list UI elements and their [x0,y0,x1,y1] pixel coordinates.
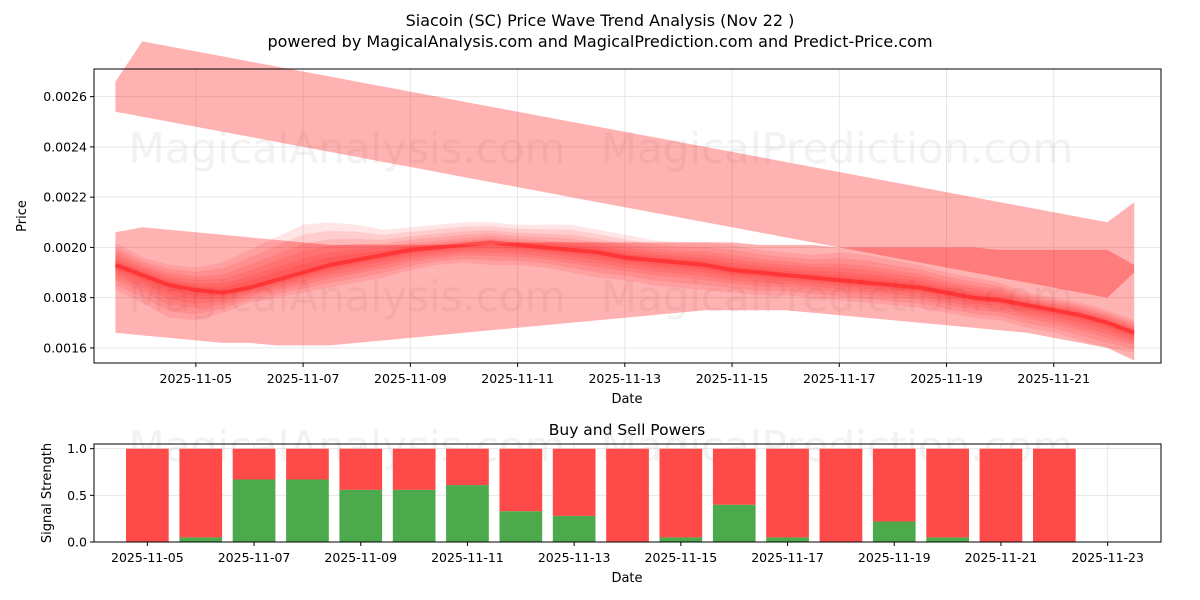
price-y-tick-label: 0.0020 [43,240,87,255]
price-x-axis: 2025-11-05 2025-11-07 2025-11-09 2025-11-11… [160,363,1090,386]
price-x-tick-label: 2025-11-13 [588,371,661,386]
price-grid [94,69,1161,363]
price-y-tick-label: 0.0022 [43,190,87,205]
signal-x-tick-label: 2025-11-05 [111,550,184,565]
sell-bar [712,448,756,505]
price-series [114,41,1135,361]
signal-chart-title: Buy and Sell Powers [549,421,706,439]
buy-bar [179,537,223,542]
price-x-tick-label: 2025-11-05 [160,371,233,386]
price-y-tick-label: 0.0016 [43,340,87,355]
price-wave-band [115,236,1135,339]
sell-bar [926,448,969,538]
buy-bar [926,537,969,542]
signal-y-tick-label: 1.0 [67,441,87,456]
sell-bar [979,448,1023,542]
sell-bar [179,448,223,538]
sell-bar [766,448,809,538]
buy-bar [872,521,916,542]
price-x-tick-label: 2025-11-21 [1017,371,1090,386]
sell-bar [232,448,276,480]
buy-bar [712,504,756,542]
sell-bar [552,448,596,516]
signal-y-axis: 0.0 0.5 1.0 [67,441,94,550]
buy-bar [232,479,276,542]
signal-plot: Buy and Sell Powers MagicalAnalysis.com … [40,421,1162,586]
price-x-tick-label: 2025-11-07 [267,371,340,386]
signal-y-tick-label: 0.0 [67,535,87,550]
price-plot: MagicalAnalysis.com MagicalPrediction.co… [15,41,1162,407]
signal-y-tick-label: 0.5 [67,488,87,503]
watermark-text: MagicalAnalysis.com [129,272,566,321]
price-y-tick-label: 0.0018 [43,290,87,305]
watermark-text: MagicalPrediction.com [601,124,1074,173]
signal-x-tick-label: 2025-11-07 [218,550,291,565]
signal-x-axis: 2025-11-05 2025-11-07 2025-11-09 2025-11-11… [111,542,1144,565]
sell-bar [1033,448,1076,542]
buy-bar [766,537,809,542]
price-wave-mean-line [114,240,1135,335]
watermark-text: MagicalAnalysis.com [129,124,566,173]
signal-plot-frame [93,443,1162,543]
price-y-axis: 0.0016 0.0018 0.0020 0.0022 0.0024 0.0026 [43,89,94,355]
signal-x-tick-label: 2025-11-13 [538,550,611,565]
price-trend-band [115,41,1135,298]
buy-bar [286,479,329,542]
buy-bar [659,537,703,542]
price-channel-band [115,227,1135,361]
buy-bar [392,489,436,542]
sell-bar [286,448,329,480]
price-wave-band [115,230,1135,345]
sell-bar [499,448,543,512]
buy-bar [446,485,489,542]
price-wave-band [115,226,1135,349]
sell-bar [339,448,383,490]
price-x-axis-label: Date [611,392,642,407]
price-x-tick-label: 2025-11-15 [696,371,769,386]
chart-title: Siacoin (SC) Price Wave Trend Analysis (… [406,11,795,30]
buy-bar [339,489,383,542]
buy-bar [552,515,596,542]
price-watermarks: MagicalAnalysis.com MagicalPrediction.co… [129,124,1074,321]
price-x-tick-label: 2025-11-19 [910,371,983,386]
price-y-axis-label: Price [15,200,30,232]
signal-x-tick-label: 2025-11-17 [751,550,824,565]
signal-x-tick-label: 2025-11-19 [858,550,931,565]
price-wave-band [115,238,1135,337]
price-wave-band [115,222,1135,353]
price-plot-frame [93,68,1162,364]
signal-bars [126,448,1076,542]
signal-x-tick-label: 2025-11-15 [645,550,718,565]
price-y-tick-label: 0.0024 [43,139,87,154]
price-wave-band [115,233,1135,342]
price-x-tick-label: 2025-11-09 [374,371,447,386]
signal-x-axis-label: Date [611,571,642,586]
sell-bar [606,448,649,542]
price-x-tick-label: 2025-11-17 [803,371,876,386]
signal-y-axis-label: Signal Strength [40,443,55,543]
sell-bar [446,448,489,486]
sell-bar [819,448,863,542]
signal-x-tick-label: 2025-11-09 [324,550,397,565]
chart-subtitle: powered by MagicalAnalysis.com and Magic… [267,32,932,51]
buy-bar [499,511,543,542]
sell-bar [126,448,169,542]
sell-bar [392,448,436,490]
price-x-tick-label: 2025-11-11 [481,371,554,386]
signal-x-tick-label: 2025-11-23 [1071,550,1144,565]
signal-x-tick-label: 2025-11-11 [431,550,504,565]
price-y-tick-label: 0.0026 [43,89,87,104]
sell-bar [659,448,703,538]
watermark-text: MagicalPrediction.com [601,272,1074,321]
signal-x-tick-label: 2025-11-21 [965,550,1038,565]
sell-bar [872,448,916,522]
